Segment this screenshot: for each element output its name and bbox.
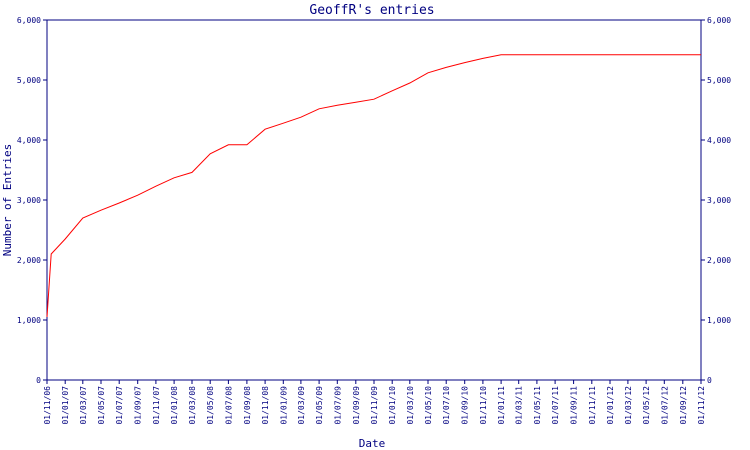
x-tick-label: 01/11/07 — [152, 386, 161, 425]
x-tick-label: 01/03/09 — [297, 386, 306, 425]
x-tick-label: 01/11/12 — [697, 386, 706, 425]
y-tick-label-left: 4,000 — [17, 136, 41, 145]
x-tick-label: 01/11/06 — [43, 386, 52, 425]
x-tick-label: 01/11/10 — [479, 386, 488, 425]
y-axis-left: 0 1,000 2,000 3,000 4,000 5,000 6,000 — [17, 16, 47, 385]
y-tick-label-left: 3,000 — [17, 196, 41, 205]
x-tick-label: 01/09/08 — [243, 386, 252, 425]
x-tick-label: 01/09/07 — [134, 386, 143, 425]
plot-frame — [46, 19, 702, 381]
x-tick-label: 01/01/11 — [497, 386, 506, 425]
x-tick-label: 01/07/07 — [115, 386, 124, 425]
y-tick-label-left: 0 — [36, 376, 41, 385]
y-tick-label-right: 0 — [707, 376, 712, 385]
x-tick-label: 01/09/10 — [461, 386, 470, 425]
x-tick-label: 01/07/12 — [660, 386, 669, 425]
y-tick-label-right: 2,000 — [707, 256, 731, 265]
x-tick-label: 01/09/09 — [352, 386, 361, 425]
x-tick-label: 01/11/08 — [261, 386, 270, 425]
x-tick-label: 01/09/11 — [570, 386, 579, 425]
x-tick-label: 01/03/11 — [515, 386, 524, 425]
y-axis-label: Number of Entries — [1, 144, 14, 257]
series-line — [46, 54, 701, 318]
y-tick-label-left: 2,000 — [17, 256, 41, 265]
x-tick-label: 01/07/10 — [442, 386, 451, 425]
x-axis-label: Date — [359, 437, 386, 450]
x-tick-label: 01/05/11 — [533, 386, 542, 425]
x-tick-label: 01/03/10 — [406, 386, 415, 425]
x-tick-label: 01/05/09 — [315, 386, 324, 425]
y-tick-label-left: 5,000 — [17, 76, 41, 85]
y-axis-right: 0 1,000 2,000 3,000 4,000 5,000 6,000 — [701, 16, 731, 385]
x-tick-label: 01/07/11 — [551, 386, 560, 425]
x-axis: 01/11/06 01/01/07 01/03/07 01/05/07 01/07/07… — [43, 380, 706, 425]
x-tick-label: 01/03/07 — [79, 386, 88, 425]
y-tick-label-right: 3,000 — [707, 196, 731, 205]
y-tick-label-right: 6,000 — [707, 16, 731, 25]
x-tick-label: 01/05/12 — [642, 386, 651, 425]
x-tick-label: 01/01/12 — [606, 386, 615, 425]
y-tick-label-right: 1,000 — [707, 316, 731, 325]
y-tick-label-left: 1,000 — [17, 316, 41, 325]
x-tick-label: 01/11/11 — [588, 386, 597, 425]
x-tick-label: 01/03/12 — [624, 386, 633, 425]
x-tick-label: 01/01/07 — [61, 386, 70, 425]
x-tick-label: 01/03/08 — [188, 386, 197, 425]
y-tick-label-right: 4,000 — [707, 136, 731, 145]
x-tick-label: 01/11/09 — [370, 386, 379, 425]
x-tick-label: 01/09/12 — [679, 386, 688, 425]
x-tick-label: 01/07/09 — [333, 386, 342, 425]
y-tick-label-right: 5,000 — [707, 76, 731, 85]
chart-title: GeoffR's entries — [309, 3, 434, 18]
x-tick-label: 01/01/10 — [388, 386, 397, 425]
x-tick-label: 01/01/08 — [170, 386, 179, 425]
x-tick-label: 01/01/09 — [279, 386, 288, 425]
x-tick-label: 01/05/07 — [97, 386, 106, 425]
y-tick-label-left: 6,000 — [17, 16, 41, 25]
x-tick-label: 01/05/10 — [424, 386, 433, 425]
x-tick-label: 01/05/08 — [206, 386, 215, 425]
x-tick-label: 01/07/08 — [224, 386, 233, 425]
